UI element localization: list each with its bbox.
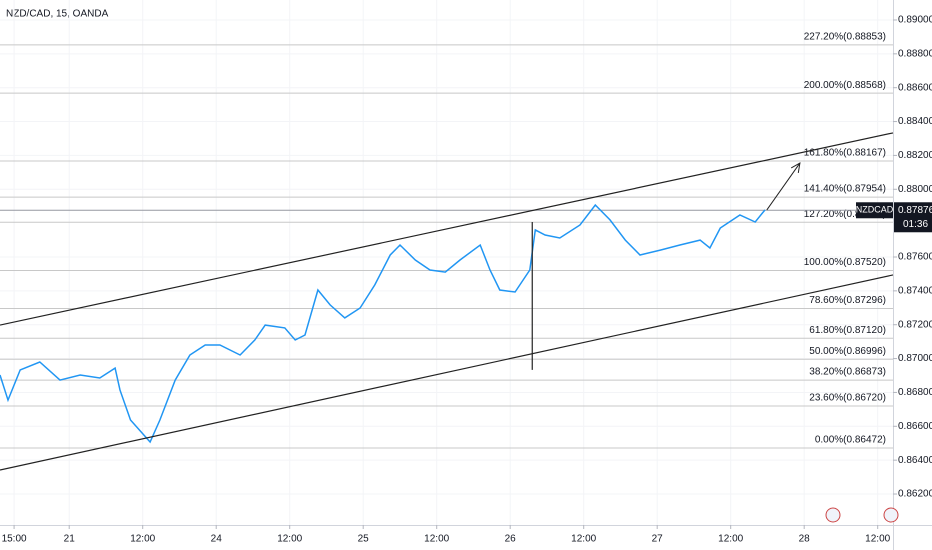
arrow [766,162,801,211]
y-tick-label: 0.86400 [898,455,932,466]
arrow-head [790,162,801,173]
y-tick-label: 0.86600 [898,421,932,432]
price-line [0,203,766,444]
x-tick-label: 28 [799,534,811,545]
trend-line [0,132,894,326]
y-tick-label: 0.87400 [898,285,932,296]
symbol-tag [856,202,893,219]
x-tick-label: 12:00 [130,534,155,545]
symbol-tag-label: NZDCAD [856,205,894,215]
y-tick-label: 0.89000 [898,15,932,26]
y-tick-label: 0.88400 [898,116,932,127]
y-tick-label: 0.86200 [898,489,932,500]
y-tick-label: 0.88600 [898,82,932,93]
fib-label: 0.00%(0.86472) [815,435,886,446]
price-tag [894,202,932,233]
x-tick-label: 25 [358,534,370,545]
y-tick-label: 0.87200 [898,319,932,330]
y-tick-label: 0.87000 [898,353,932,364]
x-tick-label: 12:00 [424,534,449,545]
fib-label: 161.80%(0.88167) [804,148,886,159]
fib-label: 127.20%(0.87805) [804,209,886,220]
x-tick-label: 24 [211,534,223,545]
price-tag-label: 0.87876 [898,205,932,216]
event-icon[interactable] [883,507,899,523]
x-tick-label: 12:00 [718,534,743,545]
fib-label: 61.80%(0.87120) [809,325,886,336]
y-tick-label: 0.88000 [898,184,932,195]
x-tick-label: 12:00 [865,534,890,545]
fib-label: 38.20%(0.86873) [809,367,886,378]
fib-label: 50.00%(0.86996) [809,346,886,357]
fib-label: 78.60%(0.87296) [809,295,886,306]
fib-label: 227.20%(0.88853) [804,32,886,43]
y-tick-label: 0.88800 [898,48,932,59]
fib-label: 200.00%(0.88568) [804,80,886,91]
x-tick-label: 12:00 [571,534,596,545]
x-tick-label: 26 [505,534,517,545]
x-tick-label: 15:00 [2,534,27,545]
x-tick-label: 12:00 [277,534,302,545]
event-icon[interactable] [825,507,841,523]
y-tick-label: 0.88200 [898,150,932,161]
y-tick-label: 0.87600 [898,252,932,263]
fib-label: 141.40%(0.87954) [804,184,886,195]
fib-label: 100.00%(0.87520) [804,257,886,268]
trend-line [0,274,894,471]
chart-title: NZD/CAD, 15, OANDA [6,9,109,20]
countdown: 01:36 [903,219,928,230]
fib-label: 23.60%(0.86720) [809,393,886,404]
x-tick-label: 27 [652,534,664,545]
y-tick-label: 0.86800 [898,387,932,398]
x-tick-label: 21 [64,534,76,545]
